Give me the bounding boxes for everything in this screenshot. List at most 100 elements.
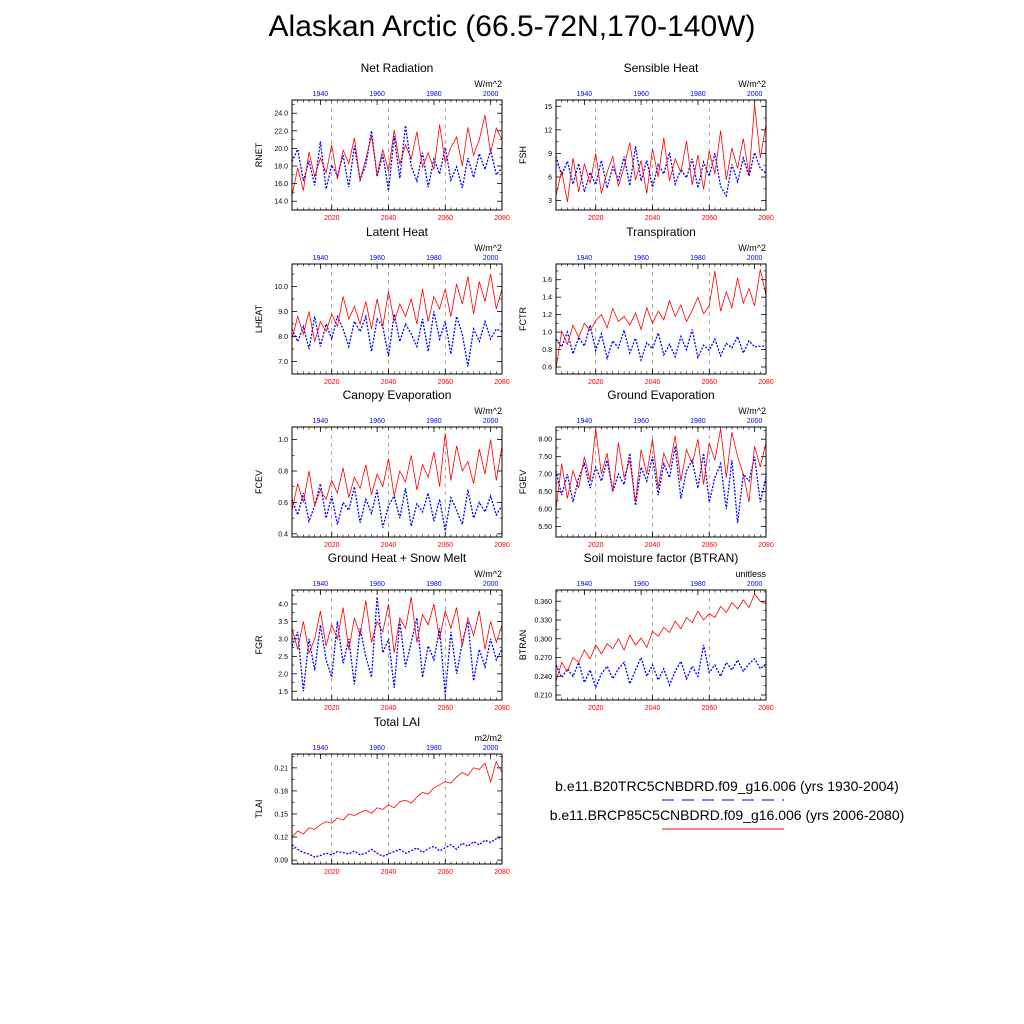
xtick-label-top: 1960	[369, 91, 385, 98]
xtick-label-top: 2000	[747, 255, 763, 262]
xtick-label-bottom: 2020	[324, 705, 340, 712]
xtick-label-bottom: 2060	[701, 379, 717, 386]
ytick-label: 4.0	[278, 601, 288, 608]
ytick-label: 12	[544, 127, 552, 134]
xtick-label-bottom: 2060	[701, 542, 717, 549]
series-future-line	[555, 104, 767, 203]
units-label: m2/m2	[474, 733, 502, 743]
xtick-label-bottom: 2080	[494, 215, 510, 222]
xtick-label-top: 1940	[577, 418, 593, 425]
ytick-label: 10.0	[274, 284, 288, 291]
ytick-label: 6	[548, 175, 552, 182]
ytick-label: 1.0	[542, 330, 552, 337]
ytick-label: 1.5	[278, 689, 288, 696]
xtick-label-top: 1940	[313, 581, 329, 588]
xtick-label-bottom: 2060	[701, 215, 717, 222]
ytick-label: 0.21	[274, 765, 288, 772]
xtick-label-top: 2000	[747, 418, 763, 425]
xtick-label-top: 1960	[633, 91, 649, 98]
xtick-label-top: 2000	[747, 581, 763, 588]
xtick-label-top: 1960	[633, 581, 649, 588]
xtick-label-top: 1980	[426, 255, 442, 262]
plot-frame	[555, 263, 767, 375]
series-future-line	[291, 433, 503, 511]
xtick-label-top: 1980	[426, 418, 442, 425]
xtick-label-top: 2000	[483, 255, 499, 262]
units-label: W/m^2	[738, 79, 766, 89]
xtick-label-bottom: 2080	[494, 379, 510, 386]
panel-title: Ground Heat + Snow Melt	[328, 551, 467, 565]
ytick-label: 9	[548, 151, 552, 158]
series-historical-line	[555, 324, 766, 363]
figure-title: Alaskan Arctic (66.5-72N,170-140W)	[268, 10, 756, 43]
ytick-label: 0.12	[274, 835, 288, 842]
ytick-label: 18.0	[274, 164, 288, 171]
units-label: W/m^2	[474, 569, 502, 579]
xtick-label-top: 1980	[690, 581, 706, 588]
y-axis-label: FGR	[254, 635, 264, 654]
series-future-line	[291, 596, 503, 655]
ytick-label: 9.0	[278, 309, 288, 316]
xtick-label-top: 1960	[369, 745, 385, 752]
plot-frame	[555, 99, 767, 211]
panel-btran: Soil moisture factor (BTRAN) unitless 0.21…	[518, 551, 774, 712]
y-axis-label: TLAI	[254, 799, 264, 818]
ytick-label: 7.00	[538, 472, 552, 479]
panel-title: Soil moisture factor (BTRAN)	[584, 551, 739, 565]
xtick-label-bottom: 2080	[758, 705, 774, 712]
xtick-label-top: 1980	[690, 255, 706, 262]
y-axis-label: LHEAT	[254, 304, 264, 333]
xtick-label-top: 1940	[313, 91, 329, 98]
y-axis-label: FCTR	[518, 307, 528, 331]
xtick-label-bottom: 2020	[324, 542, 340, 549]
series-future-line	[555, 269, 767, 369]
xtick-label-bottom: 2080	[494, 705, 510, 712]
ytick-label: 3.0	[278, 636, 288, 643]
xtick-label-bottom: 2020	[324, 869, 340, 876]
ytick-label: 20.0	[274, 146, 288, 153]
xtick-label-top: 1960	[369, 255, 385, 262]
ytick-label: 0.09	[274, 858, 288, 865]
xtick-label-top: 1960	[633, 418, 649, 425]
ytick-label: 0.270	[534, 655, 552, 662]
panel-title: Canopy Evaporation	[343, 388, 452, 402]
plot-frame	[291, 753, 503, 865]
legend-future-swatch	[662, 828, 784, 830]
ytick-label: 0.6	[542, 365, 552, 372]
xtick-label-bottom: 2020	[588, 379, 604, 386]
ytick-label: 6.00	[538, 507, 552, 514]
xtick-label-top: 1960	[369, 418, 385, 425]
ytick-label: 0.330	[534, 618, 552, 625]
ytick-label: 15	[544, 104, 552, 111]
ytick-label: 0.300	[534, 636, 552, 643]
ytick-label: 1.2	[542, 312, 552, 319]
series-historical-line	[291, 311, 503, 367]
ytick-label: 22.0	[274, 128, 288, 135]
xtick-label-bottom: 2060	[437, 215, 453, 222]
panel-title: Latent Heat	[366, 225, 429, 239]
ytick-label: 0.360	[534, 599, 552, 606]
plot-frame	[555, 426, 767, 538]
xtick-label-top: 1960	[369, 581, 385, 588]
xtick-label-bottom: 2060	[437, 705, 453, 712]
xtick-label-bottom: 2080	[758, 542, 774, 549]
xtick-label-top: 1960	[633, 255, 649, 262]
xtick-label-bottom: 2020	[324, 215, 340, 222]
ytick-label: 24.0	[274, 111, 288, 118]
series-historical-line	[555, 446, 767, 524]
xtick-label-bottom: 2040	[381, 705, 397, 712]
xtick-label-bottom: 2020	[324, 379, 340, 386]
panel-title: Total LAI	[374, 715, 421, 729]
plot-frame	[291, 263, 503, 375]
legend-historical-swatch	[662, 799, 784, 801]
xtick-label-top: 2000	[747, 91, 763, 98]
units-label: W/m^2	[738, 243, 766, 253]
xtick-label-top: 2000	[483, 581, 499, 588]
ytick-label: 0.210	[534, 693, 552, 700]
ytick-label: 1.0	[278, 437, 288, 444]
xtick-label-bottom: 2060	[437, 542, 453, 549]
ytick-label: 8.0	[278, 334, 288, 341]
xtick-label-bottom: 2060	[701, 705, 717, 712]
ytick-label: 7.0	[278, 359, 288, 366]
